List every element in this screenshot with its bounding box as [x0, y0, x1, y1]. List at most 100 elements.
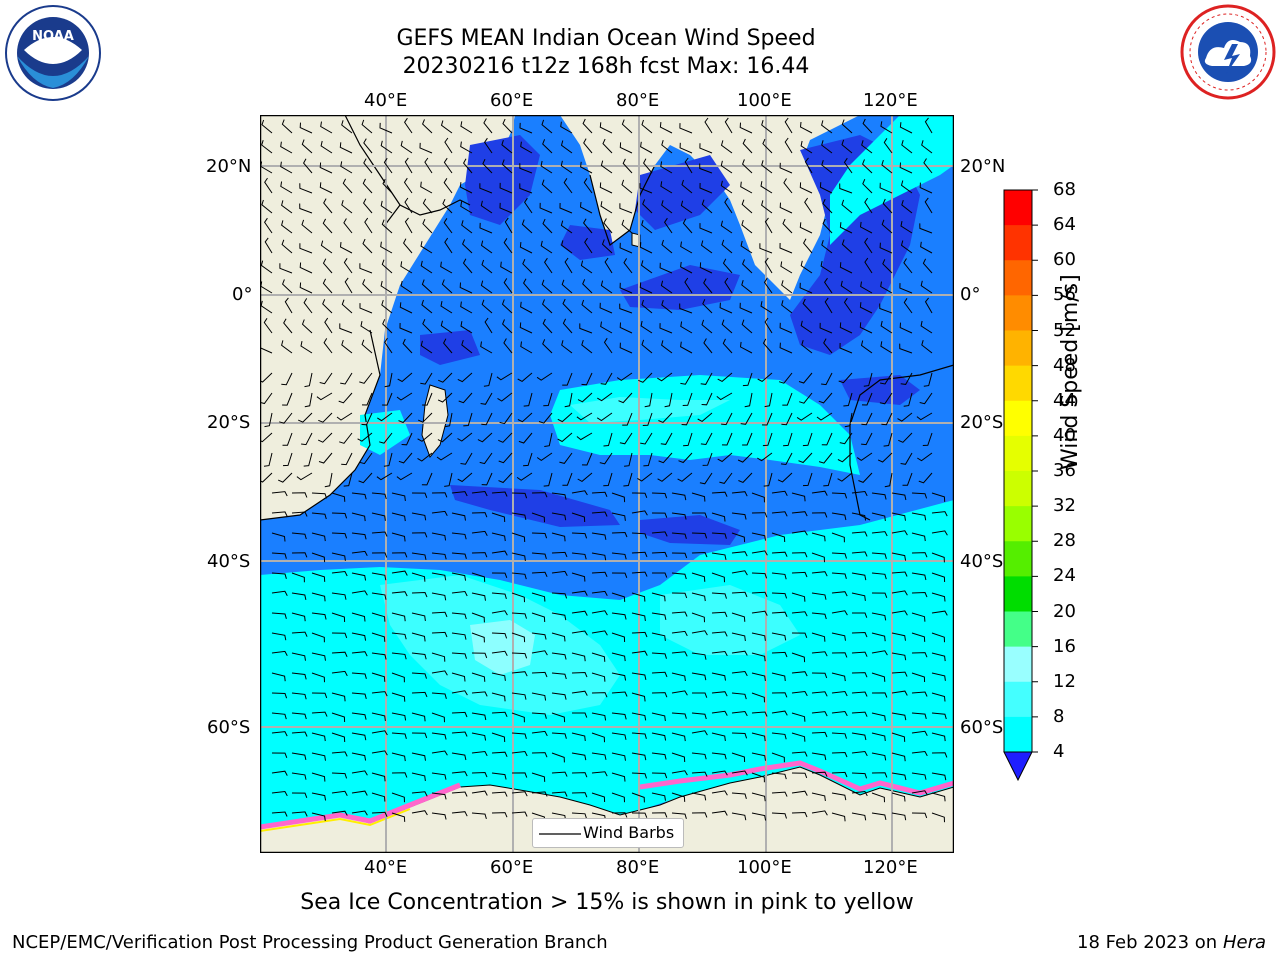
wind-barb	[411, 552, 427, 560]
wind-barb	[311, 512, 327, 520]
wind-barb	[931, 692, 946, 702]
wind-barb	[571, 630, 588, 636]
wind-barb	[804, 157, 813, 174]
wind-barb	[684, 277, 693, 294]
wind-barb	[911, 730, 928, 736]
wind-barb	[611, 592, 626, 602]
wind-barb	[271, 491, 288, 497]
wind-barb	[911, 591, 928, 598]
wind-barb	[511, 632, 526, 643]
wind-barb	[641, 339, 653, 354]
wind-barb	[677, 472, 693, 482]
wind-barb	[920, 241, 933, 254]
wind-barb	[331, 552, 346, 561]
wind-barb	[624, 452, 633, 467]
wind-barb	[899, 322, 913, 334]
wind-barb	[721, 432, 733, 446]
wind-barb	[597, 392, 613, 402]
wind-barb	[831, 771, 848, 778]
wind-barb	[811, 691, 828, 697]
wind-barb	[619, 242, 633, 254]
wind-barb	[491, 812, 508, 818]
wind-barb	[579, 201, 593, 214]
wind-barb	[431, 772, 447, 780]
wind-barb	[504, 217, 513, 234]
wind-barb	[359, 372, 373, 384]
wind-barb	[491, 672, 506, 681]
wind-barb	[431, 670, 448, 676]
wind-barb	[311, 711, 328, 717]
wind-barb	[911, 712, 927, 720]
wind-barb	[903, 298, 913, 314]
wind-barb	[382, 178, 393, 194]
wind-barb	[891, 690, 908, 696]
wind-barb	[451, 811, 468, 817]
wind-barb	[560, 140, 573, 154]
wind-barb	[336, 412, 353, 421]
wind-barb	[591, 672, 606, 682]
wind-barb	[542, 318, 553, 334]
wind-barb	[291, 712, 307, 720]
wind-barb	[779, 202, 793, 214]
wind-barb	[391, 692, 406, 702]
wind-barb	[631, 571, 648, 577]
wind-barb	[451, 711, 468, 718]
wind-barb	[880, 121, 893, 134]
wind-barb	[771, 710, 788, 716]
wind-barb	[891, 512, 906, 521]
footer-date-text: 18 Feb 2023 on	[1077, 932, 1218, 953]
wind-barb	[379, 122, 393, 134]
wind-barb	[551, 771, 568, 777]
wind-barb	[499, 202, 513, 214]
colorbar-segment	[1004, 646, 1032, 683]
wind-barb	[851, 631, 868, 638]
wind-barb	[422, 218, 433, 234]
wind-barb	[483, 118, 493, 134]
footer-host: Hera	[1222, 932, 1266, 953]
wind-barb	[281, 340, 293, 354]
wind-barb	[751, 492, 765, 503]
wind-barb	[299, 282, 313, 294]
wind-barb	[811, 632, 826, 642]
wind-barb	[731, 732, 748, 739]
wind-barb	[841, 119, 853, 134]
wind-barb	[523, 197, 533, 214]
wind-barb	[591, 732, 605, 743]
wind-barb	[931, 792, 946, 802]
wind-barb	[591, 552, 607, 561]
wind-barb	[391, 672, 405, 683]
wind-barb	[791, 790, 808, 796]
wind-barb	[443, 178, 453, 194]
wind-barb	[691, 630, 708, 636]
wind-barb	[564, 257, 573, 274]
wind-barb	[271, 692, 288, 699]
wind-barb	[611, 732, 627, 740]
wind-barb	[881, 159, 893, 174]
wind-barb	[271, 811, 288, 817]
wind-barb	[351, 770, 368, 776]
wind-barb	[451, 552, 467, 559]
wind-barb	[700, 372, 713, 385]
wind-barb	[856, 452, 873, 462]
wind-barb	[359, 303, 373, 314]
wind-barb	[522, 278, 533, 294]
wind-barb	[811, 612, 827, 620]
wind-barb	[483, 372, 493, 387]
wind-barb	[271, 672, 286, 682]
wind-barb	[320, 140, 333, 154]
wind-barb	[760, 181, 773, 194]
wind-barb	[651, 812, 668, 818]
wind-barb	[357, 432, 373, 442]
wind-barb	[299, 262, 313, 274]
wind-barb	[381, 219, 393, 234]
wind-barb	[811, 672, 828, 679]
wind-barb	[461, 339, 473, 354]
wind-barb	[396, 392, 413, 401]
wind-barb	[421, 472, 433, 486]
wind-barb	[491, 610, 508, 616]
wind-barb	[891, 492, 907, 501]
wind-barb	[531, 650, 548, 656]
wind-barb	[351, 492, 367, 500]
wind-barb	[641, 299, 653, 314]
wind-barb	[576, 432, 593, 441]
